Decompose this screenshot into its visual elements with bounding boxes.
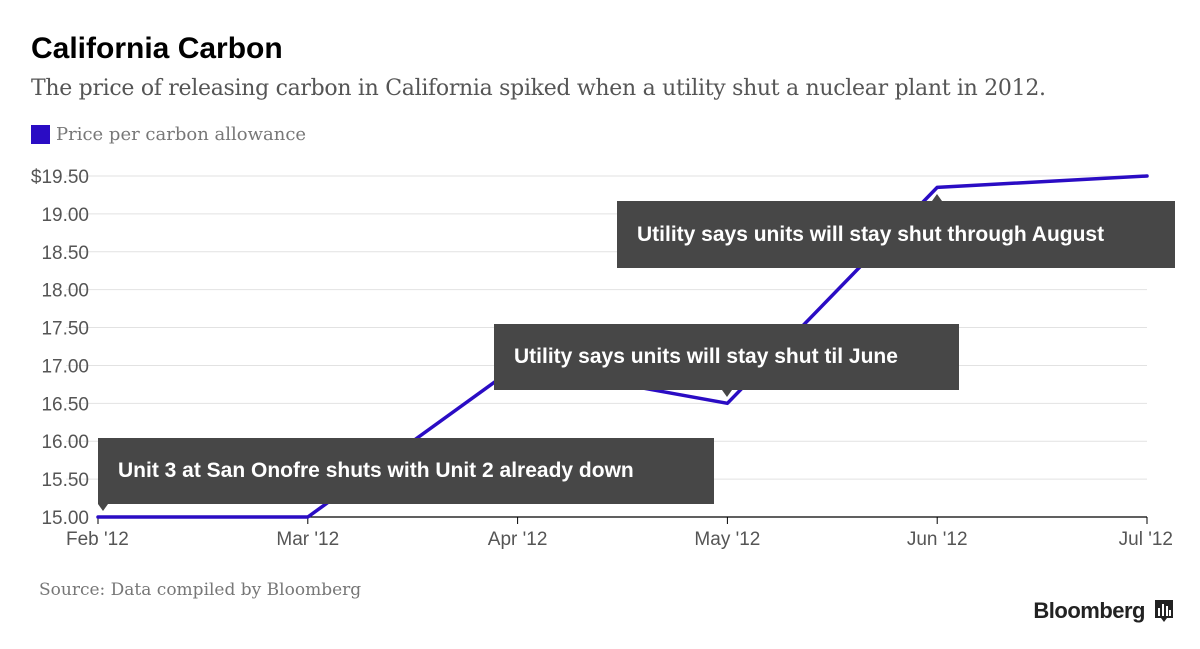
chart-legend: Price per carbon allowance <box>31 124 306 145</box>
annotation-pointer <box>98 504 108 511</box>
annotation-pointer <box>932 194 943 201</box>
annotation-box: Utility says units will stay shut til Ju… <box>494 324 959 390</box>
x-tick-label: May '12 <box>694 529 760 550</box>
brand-name: Bloomberg <box>1033 598 1145 623</box>
y-tick-label: 15.00 <box>41 508 89 529</box>
x-tick-label: Feb '12 <box>66 529 129 550</box>
x-tick-label: Apr '12 <box>488 529 548 550</box>
y-tick-label: 17.50 <box>41 319 89 340</box>
bloomberg-logo: Bloomberg <box>1033 598 1175 624</box>
bloomberg-chart-icon <box>1155 600 1173 622</box>
annotation-text: Utility says units will stay shut throug… <box>637 222 1105 246</box>
y-tick-label: 16.00 <box>41 432 89 453</box>
annotation-pointer <box>722 390 733 397</box>
y-tick-label: $19.50 <box>31 167 89 188</box>
source-note: Source: Data compiled by Bloomberg <box>39 580 362 600</box>
y-tick-label: 18.50 <box>41 243 89 264</box>
y-tick-label: 19.00 <box>41 205 89 226</box>
annotation-text: Utility says units will stay shut til Ju… <box>514 345 898 368</box>
y-tick-label: 16.50 <box>41 394 89 415</box>
x-tick-label: Jun '12 <box>907 529 968 550</box>
legend-label: Price per carbon allowance <box>56 124 307 145</box>
x-tick-label: Mar '12 <box>276 529 339 550</box>
chart-title: California Carbon <box>31 32 283 65</box>
legend-swatch <box>31 125 50 144</box>
y-tick-label: 15.50 <box>41 470 89 491</box>
y-tick-label: 17.00 <box>41 356 89 377</box>
annotation-box: Unit 3 at San Onofre shuts with Unit 2 a… <box>98 438 714 504</box>
chart-subtitle: The price of releasing carbon in Califor… <box>31 76 1046 101</box>
x-tick-label: Jul '12 <box>1119 529 1173 550</box>
annotation-text: Unit 3 at San Onofre shuts with Unit 2 a… <box>118 459 634 482</box>
y-tick-label: 18.00 <box>41 281 89 302</box>
annotation-box: Utility says units will stay shut throug… <box>617 201 1175 268</box>
